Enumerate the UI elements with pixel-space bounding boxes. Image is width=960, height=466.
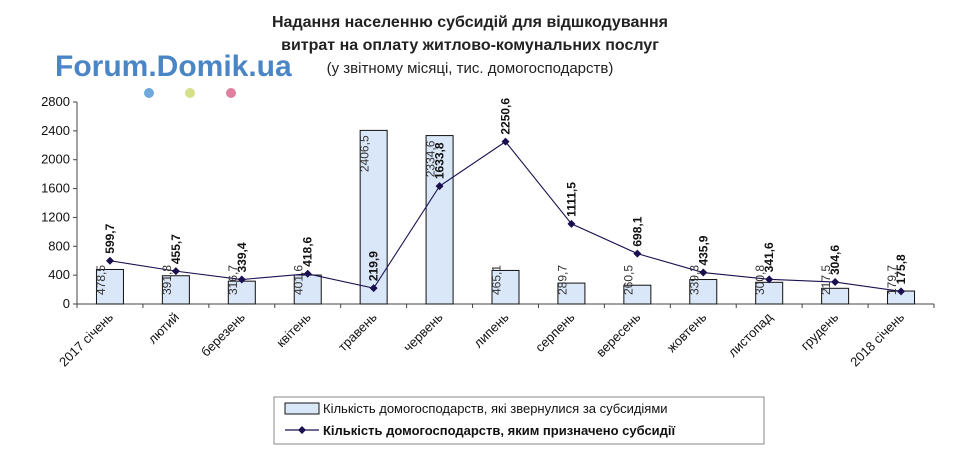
bar xyxy=(821,287,850,305)
category-label: березень xyxy=(198,309,248,359)
y-tick-label: 0 xyxy=(63,296,70,311)
category-label: лютий xyxy=(145,310,182,347)
category-label: серпень xyxy=(532,309,578,355)
line-point xyxy=(831,278,840,287)
watermark-dot-blue xyxy=(144,88,154,98)
line-point xyxy=(897,287,906,296)
data-labels: 478,5 391,8 316,7 401,6 2406,5 2334,6 465,1 289… xyxy=(94,98,908,295)
category-label: листопад xyxy=(725,309,776,360)
line-value-label: 339,4 xyxy=(235,242,249,272)
line-value-label: 435,9 xyxy=(696,235,710,265)
axes: 0 400 800 1200 1600 2000 2400 2800 xyxy=(41,94,935,311)
chart-title-line-1: Надання населенню субсидій для відшкодув… xyxy=(272,14,668,31)
chart-title-line-2: витрат на оплату житлово-комунальних пос… xyxy=(281,37,659,54)
line-value-label: 418,6 xyxy=(301,236,315,266)
legend-line-label: Кількість домогосподарств, яким призначе… xyxy=(323,423,676,438)
bar xyxy=(161,275,190,305)
bar-value-label: 300,8 xyxy=(753,265,767,295)
line-point xyxy=(765,275,774,284)
line-value-label: 455,7 xyxy=(169,234,183,264)
line-point xyxy=(171,267,180,276)
watermark: Forum.Domik.ua xyxy=(55,50,292,98)
line-point xyxy=(105,256,114,265)
line-point xyxy=(237,275,246,284)
bar-value-label: 217,5 xyxy=(819,265,833,295)
bar xyxy=(293,274,322,305)
bar-value-label: 316,7 xyxy=(226,265,240,295)
bar-value-label: 289,7 xyxy=(555,265,569,295)
bar-value-label: 179,7 xyxy=(885,265,899,295)
line-point xyxy=(303,269,312,278)
line-point xyxy=(435,182,444,191)
line-point xyxy=(567,219,576,228)
bar-value-label: 465,1 xyxy=(490,265,504,295)
category-label: червень xyxy=(400,309,446,355)
y-tick-label: 1200 xyxy=(41,209,70,224)
y-tick-label: 2800 xyxy=(41,94,70,109)
bar xyxy=(425,135,454,305)
legend: Кількість домогосподарств, які звернулис… xyxy=(273,396,765,445)
bar-value-label: 401,6 xyxy=(292,265,306,295)
bar-series xyxy=(95,129,916,305)
bar-value-label: 260,5 xyxy=(621,265,635,295)
line-point xyxy=(501,137,510,146)
line-value-label: 698,1 xyxy=(630,216,644,246)
bar xyxy=(623,284,652,305)
watermark-dot-pink xyxy=(226,88,236,98)
line-value-label: 2250,6 xyxy=(499,98,513,135)
chart-subtitle: (у звітному місяці, тис. домогосподарств… xyxy=(327,60,614,77)
bar xyxy=(95,268,124,305)
line-value-label: 1633,8 xyxy=(433,142,447,179)
category-label: 2017 січень xyxy=(56,309,116,369)
bar-value-label: 2406,5 xyxy=(358,135,372,172)
bar xyxy=(689,279,718,305)
legend-box xyxy=(273,396,765,445)
line-point xyxy=(633,249,642,258)
watermark-text: Forum.Domik.ua xyxy=(55,50,292,83)
line-value-label: 304,6 xyxy=(828,245,842,275)
line-value-label: 219,9 xyxy=(367,251,381,281)
bar-value-label: 2334,6 xyxy=(424,140,438,177)
y-tick-label: 2000 xyxy=(41,152,70,167)
category-label: 2018 січень xyxy=(847,309,907,369)
category-label: травень xyxy=(335,309,380,354)
bar xyxy=(491,269,520,305)
bar-value-label: 478,5 xyxy=(94,265,108,295)
category-label: жовтень xyxy=(664,309,710,355)
line-point xyxy=(369,284,378,293)
category-label: грудень xyxy=(798,309,842,353)
line-series xyxy=(105,137,906,296)
category-label: вересень xyxy=(593,309,643,359)
category-label: липень xyxy=(471,309,512,350)
category-label: квітень xyxy=(273,309,314,350)
line-value-label: 1111,5 xyxy=(564,182,578,217)
legend-bar-label: Кількість домогосподарств, які звернулис… xyxy=(323,401,668,416)
y-tick-label: 400 xyxy=(48,267,70,282)
legend-bar-swatch xyxy=(284,402,320,415)
bar-value-label: 339,3 xyxy=(687,265,701,295)
line-value-label: 175,8 xyxy=(894,254,908,284)
y-tick-label: 2400 xyxy=(41,123,70,138)
bar xyxy=(557,282,586,305)
line-point xyxy=(699,268,708,277)
bar-value-label: 391,8 xyxy=(160,265,174,295)
legend-line-marker xyxy=(298,426,306,434)
y-tick-label: 800 xyxy=(48,238,70,253)
watermark-dot-yellow xyxy=(185,88,195,98)
line-value-label: 599,7 xyxy=(103,223,117,253)
category-labels: 2017 січень лютий березень квітень травень че… xyxy=(56,309,907,369)
y-tick-label: 1600 xyxy=(41,181,70,196)
line-value-label: 341,6 xyxy=(762,242,776,272)
